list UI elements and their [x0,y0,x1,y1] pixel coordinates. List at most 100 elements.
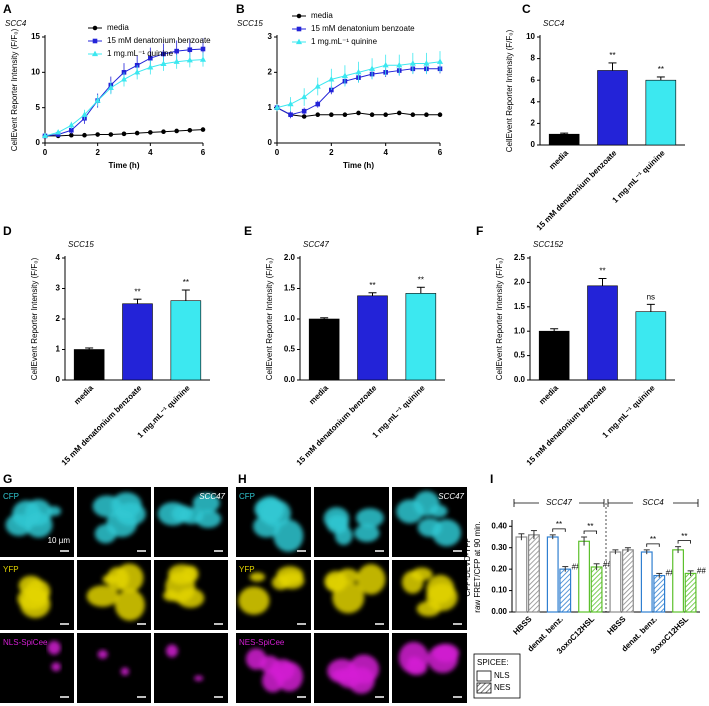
data-point [328,76,335,82]
annotation: ** [587,522,593,531]
data-point [148,55,153,61]
y-tick-label: 10 [31,67,40,76]
cell-blob [262,668,284,693]
x-tick-label: media [537,383,560,406]
y-tick-label: 2 [531,119,536,128]
annotation: ns [647,292,655,301]
y-tick-label: 0.0 [514,375,526,384]
legend-label: 1 mg.mL⁻¹ quinine [107,49,174,58]
annotation: ** [658,65,664,74]
panel-letter: G [3,472,12,486]
data-point [108,132,114,137]
data-point [81,111,88,117]
cell-blob [18,575,44,596]
data-point [186,57,193,63]
cell-signal [245,648,303,693]
cell-blob [115,502,146,526]
channel-label: CFP [239,492,255,501]
legend-swatch [92,38,98,44]
y-axis-label: CellEvent Reporter Intensity (F/F₀) [265,257,274,380]
data-point [134,130,140,136]
data-point [120,76,128,82]
x-tick-label: 15 mM denatonium benzoate [295,383,379,467]
data-point [356,110,361,116]
panel-letter: I [490,472,493,486]
cell-blob [120,667,130,676]
y-tick-label: 1.0 [284,314,296,323]
data-point [174,128,179,134]
data-point [68,122,75,128]
data-point [383,112,388,118]
y-tick-label: 8 [531,54,536,63]
y-tick-label: 0.20 [491,564,507,573]
y-tick-label: 1.5 [514,302,526,311]
cell-blob [47,640,61,655]
data-point [187,127,193,133]
cell-blob [356,564,386,595]
cell-signal [324,564,386,614]
cell-blob [195,510,222,528]
data-point [82,132,87,138]
legend-swatch [92,25,98,31]
data-point [301,114,307,119]
cell-signal [47,640,61,672]
y-tick-label: 6 [531,75,536,84]
data-point [174,48,179,54]
y-tick-label: 0 [268,138,273,147]
data-point [396,110,402,116]
data-point [200,127,206,132]
y-tick-label: 0.5 [284,345,296,354]
x-tick-label: 0 [275,148,280,157]
micrograph [77,633,151,703]
group-label-bg [633,497,673,509]
bar [645,79,677,146]
group-label-bg [539,497,579,509]
panel-letter: D [3,224,12,238]
annotation: ** [418,275,424,284]
panel-letter: E [244,224,252,238]
bar [538,330,570,381]
cell-blob [432,643,460,663]
x-axis-label: Time (h) [343,161,374,170]
cell-signal [17,575,51,619]
data-point [95,132,100,137]
y-tick-label: 5 [36,103,41,112]
cell-blob [355,508,384,528]
data-point [315,101,321,107]
panel-letter: H [238,472,247,486]
y-tick-label: 0.30 [491,543,507,552]
bar [357,295,388,381]
channel-label: YFP [239,565,255,574]
data-point [107,84,114,90]
significance-bracket [583,530,597,534]
y-axis-label: CellEvent Reporter Intensity (F/F₀) [505,29,514,152]
cell-blob [245,648,267,670]
legend-swatch [476,670,492,682]
bar [405,293,437,381]
annotation: ** [369,281,375,290]
data-point [288,112,293,118]
cell-blob [192,493,220,514]
data-point [273,104,281,110]
x-tick-label: 1 mg.mL⁻¹ quinine [601,383,658,440]
y-axis-label: CFP-DEVD-YFP [463,537,472,596]
y-tick-label: 2 [56,314,61,323]
y-tick-label: 1 [268,103,273,112]
cell-blob [5,513,33,537]
y-axis-label: CellEvent Reporter Intensity (F/F₀) [495,257,504,380]
data-point [160,60,167,66]
data-point [301,93,308,100]
channel-label: NLS-SpiCee [3,638,48,647]
data-point [315,112,321,118]
chart-title: SCC152 [533,240,564,249]
data-point [187,47,193,53]
y-tick-label: 3 [56,284,61,293]
y-tick-label: 4 [531,97,536,106]
data-point [148,130,153,135]
y-tick-label: 1 [56,345,61,354]
x-tick-label: 1 mg.mL⁻¹ quinine [136,383,193,440]
chart-title: SCC15 [68,240,94,249]
cell-blob [106,567,129,591]
data-point [94,97,101,103]
